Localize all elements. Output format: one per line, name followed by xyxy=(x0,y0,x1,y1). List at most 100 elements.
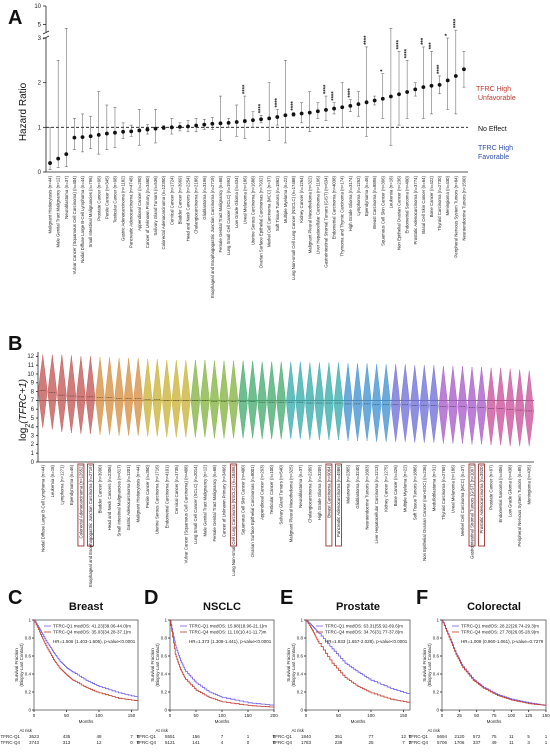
hazard-ratio-point xyxy=(299,111,304,116)
km-title: Colorectal xyxy=(467,601,521,613)
highlight-box xyxy=(468,463,476,547)
hazard-ratio-point xyxy=(242,119,247,123)
legend-label: TFRC-Q4 medOS: 34.76(31.77-37.8)m xyxy=(325,630,403,635)
at-risk-value: 239 xyxy=(335,740,343,745)
violin xyxy=(104,357,115,435)
category-label: Pancreatic Adenocarcinoma (n=4748) xyxy=(129,175,134,248)
hazard-ratio-point xyxy=(202,122,207,127)
legend-label: TFRC-Q4 medOS: 11.10(10.41-11.7)m xyxy=(189,630,267,635)
km-frame xyxy=(305,619,411,711)
hazard-ratio-point xyxy=(153,126,158,131)
hazard-ratio-annotation: HR=1.506 (1.403-1.605), p-value<0.0001 xyxy=(53,639,136,644)
at-risk-value: 77 xyxy=(368,734,374,739)
log2-tfrc-axis-label: log2(TFRC+1) xyxy=(18,379,32,441)
violin xyxy=(381,364,391,442)
km-frame xyxy=(33,619,139,711)
at-risk-value: 1 xyxy=(545,734,548,739)
at-risk-value: 1 xyxy=(247,734,250,739)
hazard-ratio-point xyxy=(121,129,125,134)
legend-label: TFRC-Q4 medOS: 27.78(26.05-28.9)m xyxy=(461,630,539,635)
category-label: Low Grade Glioma (n=438) xyxy=(508,464,513,517)
at-risk-value: 1 xyxy=(545,740,548,745)
legend-label: TFRC-Q1 medOS: 15.98(18.96-21.1)m xyxy=(189,624,267,629)
category-label: Medulloblastoma (n=31) xyxy=(431,464,436,511)
category-label: Esophageal and Esophagogastric Junction … xyxy=(88,464,93,587)
significance-stars: * xyxy=(445,33,451,36)
hazard-ratio-point xyxy=(129,129,134,134)
hazard-ratio-forest-chart: Hazard Ratio TFRC High Unfavorable No Ef… xyxy=(18,4,516,298)
at-risk-row-name: TFRC-Q1 xyxy=(1,734,21,739)
x-tick-label: 150 xyxy=(244,713,252,718)
y-tick-label: 3 xyxy=(31,433,35,439)
hazard-ratio-point xyxy=(356,102,361,107)
highlight-box xyxy=(335,463,342,547)
category-label: Malignant Histiocytosis (n=44) xyxy=(48,175,53,233)
category-label: Bladder Cancer (n=3969) xyxy=(177,175,182,224)
violin xyxy=(467,366,477,445)
y-tick-label: 10 xyxy=(34,4,41,10)
y-axis-label-line: Survival Fraction xyxy=(422,648,427,682)
category-label: Cholangiocarcinoma (n=2186) xyxy=(194,175,199,233)
category-label: Kidney Cancer (n=1264) xyxy=(299,175,304,222)
axis-break-mark xyxy=(42,35,50,40)
violin xyxy=(219,360,229,439)
at-risk-value: 5121 xyxy=(165,740,176,745)
violin xyxy=(238,360,248,439)
at-risk-row-name: TFRC-Q4 xyxy=(137,740,157,745)
panel-letter-f: F xyxy=(416,587,428,609)
violin xyxy=(524,370,534,447)
category-label: Ovarian Surface Epithelial Carcinomas (n… xyxy=(259,175,264,268)
at-risk-value: 5694 xyxy=(437,734,448,739)
category-label: Uterine Serous Carcinoma (n=1688) xyxy=(250,175,255,245)
significance-stars: **** xyxy=(259,103,265,113)
category-label: Lung Non-small Cell Lung Carcinoma (NSCL… xyxy=(231,464,236,576)
at-risk-value: 7 xyxy=(130,734,133,739)
category-label: Lymphoma (n=1252) xyxy=(356,175,361,215)
y-tick-label: 1 xyxy=(300,618,303,623)
legend-label: TFRC-Q4 medOS: 35.03(34.28-37.1)m xyxy=(53,630,131,635)
km-title: NSCLC xyxy=(203,601,241,613)
hazard-ratio-point xyxy=(161,125,166,130)
at-risk-row-name: TFRC-Q4 xyxy=(409,740,429,745)
y-tick-label: 1 xyxy=(28,618,31,623)
hazard-ratio-point xyxy=(169,125,174,130)
hazard-ratio-point xyxy=(113,130,117,135)
at-risk-value: 4 xyxy=(221,740,224,745)
violin xyxy=(57,354,67,433)
violin xyxy=(295,361,305,440)
y-tick-label: 0 xyxy=(164,708,167,713)
hazard-ratio-point xyxy=(194,123,199,128)
at-risk-value: 313 xyxy=(63,740,71,745)
category-label: Malignant Pleural Mesothelioma (n=322) xyxy=(307,175,312,253)
survival-curve xyxy=(170,619,275,708)
category-label: Esophageal and Esophagogastric Junction … xyxy=(210,175,215,298)
significance-stars: *** xyxy=(429,42,435,50)
at-risk-row-name: TFRC-Q1 xyxy=(137,734,157,739)
category-label: Nodal Diffuse Large B-Cell Lymphoma (n=4… xyxy=(40,464,45,551)
y-tick-label: 3 xyxy=(38,36,42,42)
hazard-ratio-point xyxy=(259,117,263,122)
significance-stars: **** xyxy=(323,84,329,94)
violin xyxy=(505,368,515,447)
x-tick-label: 0 xyxy=(169,713,172,718)
violin xyxy=(248,360,258,439)
y-tick-label: 11 xyxy=(28,363,35,369)
category-label: Soft Tissue Tumors (n=1862) xyxy=(275,175,280,231)
category-label: Head and Neck Cancers (n=2306) xyxy=(107,464,112,530)
significance-stars: **** xyxy=(291,101,297,111)
at-risk-value: 0 xyxy=(273,734,276,739)
category-label: Kidney Cancer (n=1275) xyxy=(384,464,389,511)
at-risk-row-name: TFRC-Q1 xyxy=(409,734,429,739)
category-label: Testicular Cancer (n=98) xyxy=(112,175,117,222)
x-tick-label: 0 xyxy=(441,713,444,718)
violin xyxy=(276,361,286,440)
category-label: Meningioma (n=430) xyxy=(445,175,450,215)
at-risk-row-name: TFRC-Q4 xyxy=(1,740,21,745)
y-tick-label: 5 xyxy=(31,416,35,422)
y-tick-label: 1 xyxy=(436,618,439,623)
violin xyxy=(457,366,468,444)
x-axis-label: Months xyxy=(351,719,367,724)
hazard-ratio-point xyxy=(462,67,466,72)
category-label: Salivary Gland Tumors (n=540) xyxy=(279,464,284,524)
